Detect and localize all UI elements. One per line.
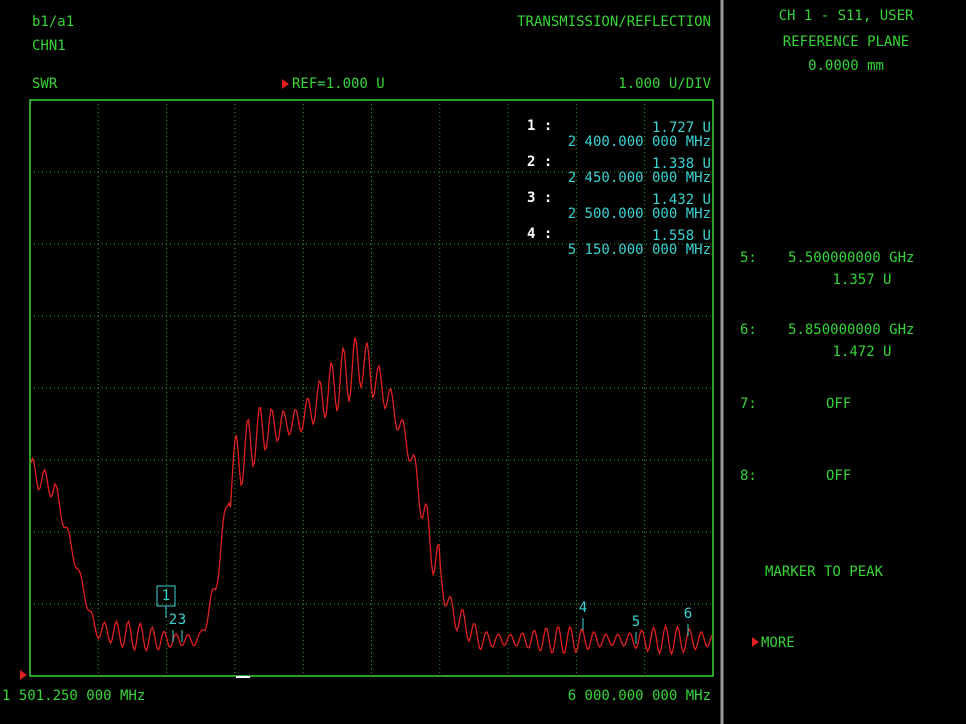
- marker-label[interactable]: 6:: [740, 322, 757, 338]
- trace-marker-label: 2: [169, 612, 177, 628]
- marker-frequency: 2 450.000 000 MHz: [568, 170, 711, 186]
- mode: TRANSMISSION/REFLECTION: [517, 14, 711, 30]
- softkey-title: CH 1 - S11, USER: [779, 8, 914, 24]
- stop-frequency: 6 000.000 000 MHz: [568, 688, 711, 704]
- trace-marker-label: 1: [162, 588, 170, 604]
- ref-arrow: [282, 79, 289, 89]
- format: SWR: [32, 76, 58, 92]
- trace-markers: 12 345 6: [156, 585, 692, 644]
- softkey-marker-to-peak[interactable]: MARKER TO PEAK: [765, 564, 884, 580]
- marker-number: 4 :: [527, 226, 552, 242]
- marker-state[interactable]: OFF: [826, 468, 851, 484]
- marker-frequency[interactable]: 5.850000000 GHz: [788, 322, 914, 338]
- ref-pointer: [20, 670, 27, 680]
- trace-marker-label: 5: [632, 614, 640, 630]
- marker-reading: 1.727 U: [652, 120, 711, 136]
- plot-frame: [29, 99, 714, 677]
- marker-number: 2 :: [527, 154, 552, 170]
- marker-table: 1 : 1.727 U2 400.000 000 MHz 2 : 1.338 U2 4…: [527, 118, 711, 258]
- scale: 1.000 U/DIV: [618, 76, 711, 92]
- reference: REF=1.000 U: [292, 76, 385, 92]
- marker-value[interactable]: 1.472 U: [832, 344, 891, 360]
- marker-value[interactable]: 1.357 U: [832, 272, 891, 288]
- more-arrow: [752, 637, 759, 647]
- marker-label[interactable]: 7:: [740, 396, 757, 412]
- channel: CHN1: [32, 38, 66, 54]
- marker-reading: 1.432 U: [652, 192, 711, 208]
- marker-reading: 1.338 U: [652, 156, 711, 172]
- marker-label[interactable]: 8:: [740, 468, 757, 484]
- marker-frequency: 5 150.000 000 MHz: [568, 242, 711, 258]
- marker-frequency: 2 400.000 000 MHz: [568, 134, 711, 150]
- trace-marker-label: 4: [579, 600, 587, 616]
- ratio: b1/a1: [32, 14, 74, 30]
- marker-number: 1 :: [527, 118, 552, 134]
- trace-marker-label: 3: [178, 612, 186, 628]
- marker-reading: 1.558 U: [652, 228, 711, 244]
- trace: [30, 337, 713, 656]
- marker-frequency: 2 500.000 000 MHz: [568, 206, 711, 222]
- marker-number: 3 :: [527, 190, 552, 206]
- softkey-more[interactable]: MORE: [761, 635, 795, 651]
- marker-state[interactable]: OFF: [826, 396, 851, 412]
- marker-label[interactable]: 5:: [740, 250, 757, 266]
- start-frequency: 1 501.250 000 MHz: [2, 688, 145, 704]
- softkey-title: 0.0000 mm: [808, 58, 884, 74]
- trace-marker-label: 6: [684, 606, 692, 622]
- marker-frequency[interactable]: 5.500000000 GHz: [788, 250, 914, 266]
- softkey-title: REFERENCE PLANE: [783, 34, 909, 50]
